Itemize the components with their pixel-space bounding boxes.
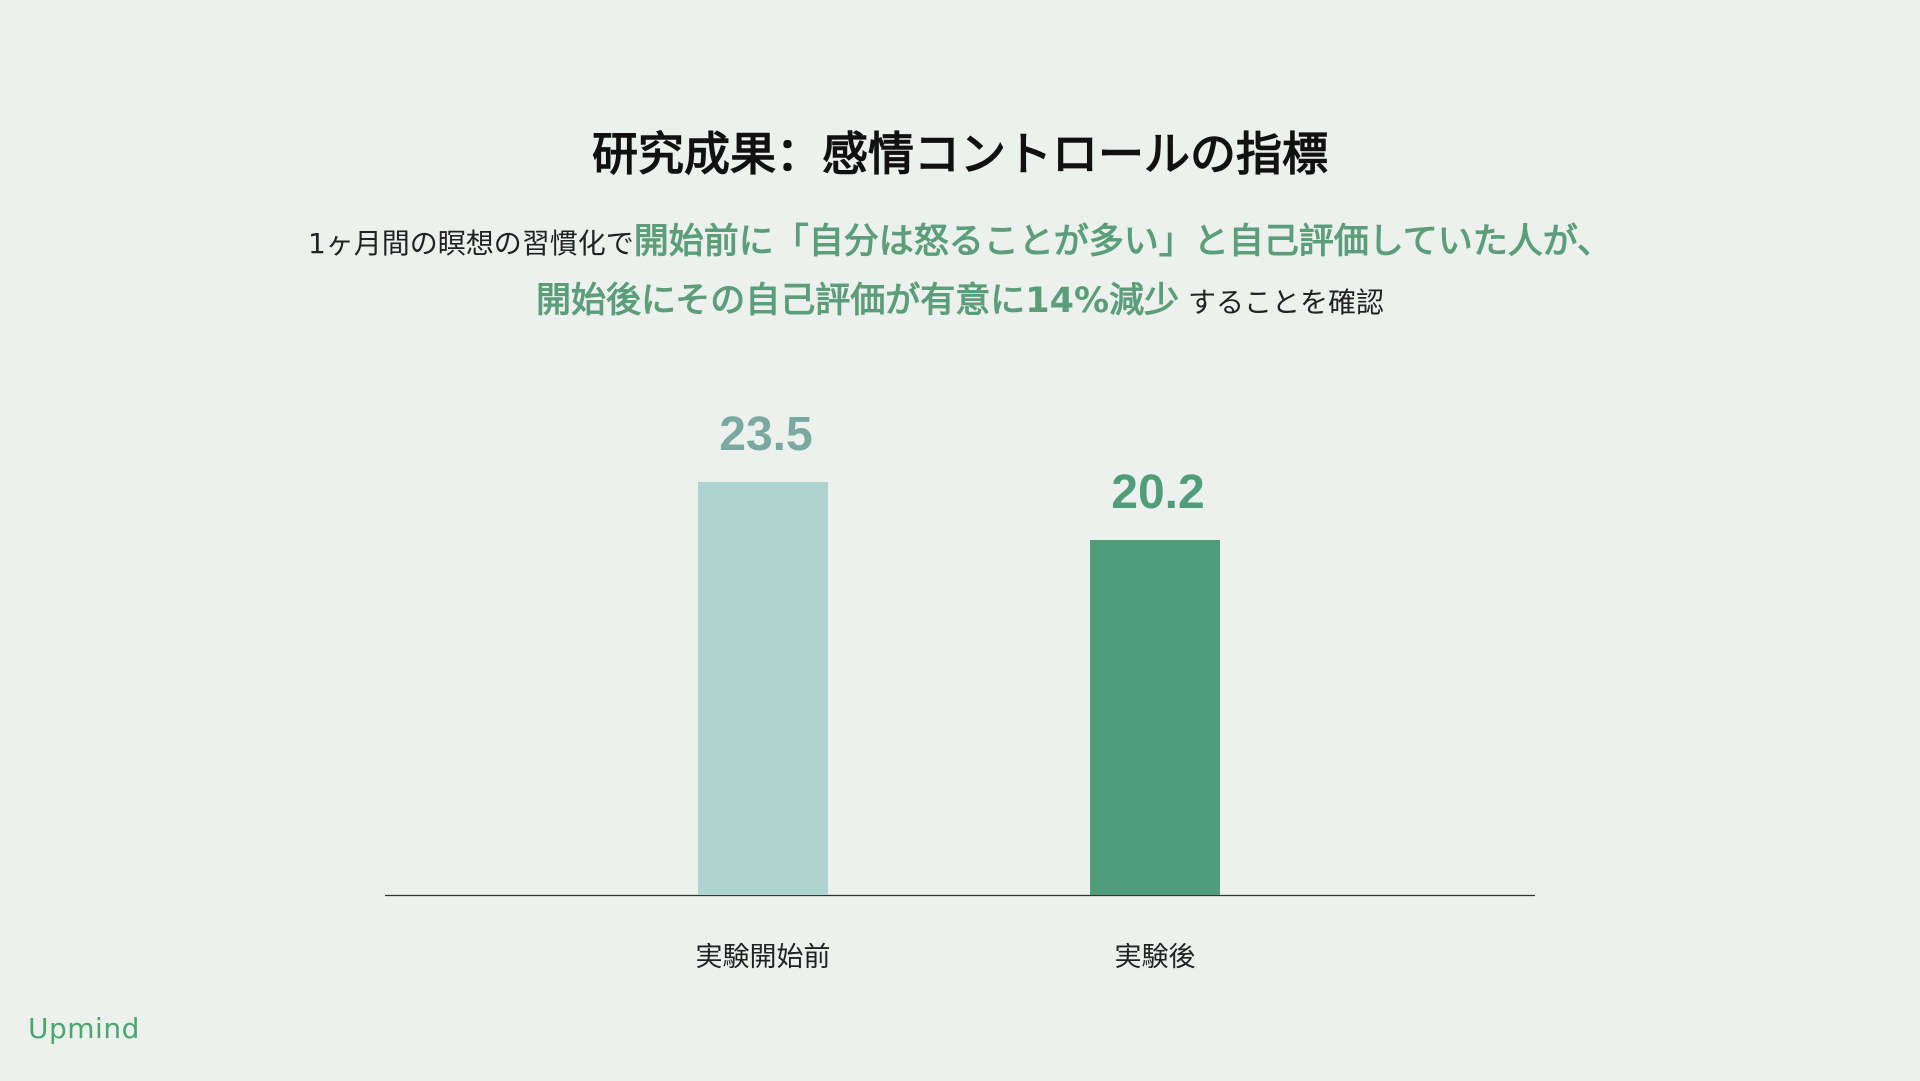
bar-value-label-2: 20.2 [1111,466,1204,519]
bar-value-label-1: 23.5 [719,408,812,461]
bar-2 [1090,539,1220,895]
subtitle-line-1-plain: 1ヶ月間の瞑想の習慣化で [307,227,634,260]
subtitle-line-2: 開始後にその自己評価が有意に14%減少 することを確認 [0,273,1920,335]
subtitle-line-2-plain: することを確認 [1179,286,1384,319]
subtitle-line-1: 1ヶ月間の瞑想の習慣化で開始前に「自分は怒ることが多い」と自己評価していた人が、 [0,214,1920,276]
upmind-logo: Upmind [28,1012,140,1045]
bar-1 [698,482,828,895]
category-label-1: 実験開始前 [696,942,831,973]
subtitle-line-1-highlight: 開始前に「自分は怒ることが多い」と自己評価していた人が、 [633,222,1613,262]
subtitle-line-2-highlight: 開始後にその自己評価が有意に14%減少 [536,281,1180,321]
category-label-2: 実験後 [1115,942,1196,973]
page-title: 研究成果：感情コントロールの指標 [592,127,1328,181]
